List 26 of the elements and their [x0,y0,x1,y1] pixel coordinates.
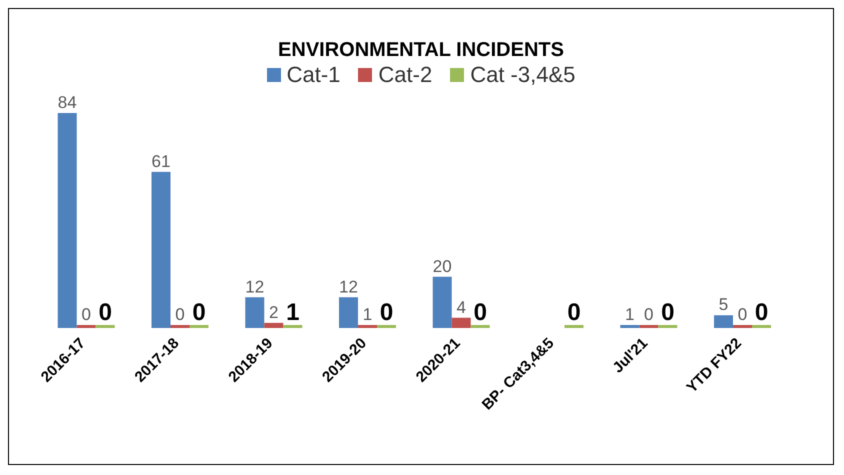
data-label: 0 [98,299,112,326]
data-label: 0 [175,305,185,324]
data-label: 0 [754,299,768,326]
data-label: 0 [474,299,487,326]
data-label: 1 [625,305,634,324]
data-label: 0 [661,299,674,326]
data-label: 12 [245,277,264,296]
data-label: 84 [58,93,77,112]
data-label: 0 [192,299,206,326]
legend-label: Cat -3,4&5 [470,62,576,88]
data-label: 0 [82,305,91,324]
data-label: 20 [432,256,452,276]
data-label: 1 [286,299,300,326]
legend-label: Cat-1 [286,62,340,88]
data-label: 1 [362,305,372,324]
data-label: 0 [380,299,394,326]
data-label: 2 [269,302,278,322]
data-label: 61 [152,152,170,171]
data-label: 12 [339,277,358,296]
chart-title: ENVIRONMENTAL INCIDENTS [277,39,565,62]
data-label: 4 [456,298,466,317]
data-label: 0 [644,305,654,324]
legend-label: Cat-2 [378,62,432,88]
data-label: 5 [718,295,728,314]
data-label: 0 [738,305,748,324]
data-label: 0 [567,299,581,326]
